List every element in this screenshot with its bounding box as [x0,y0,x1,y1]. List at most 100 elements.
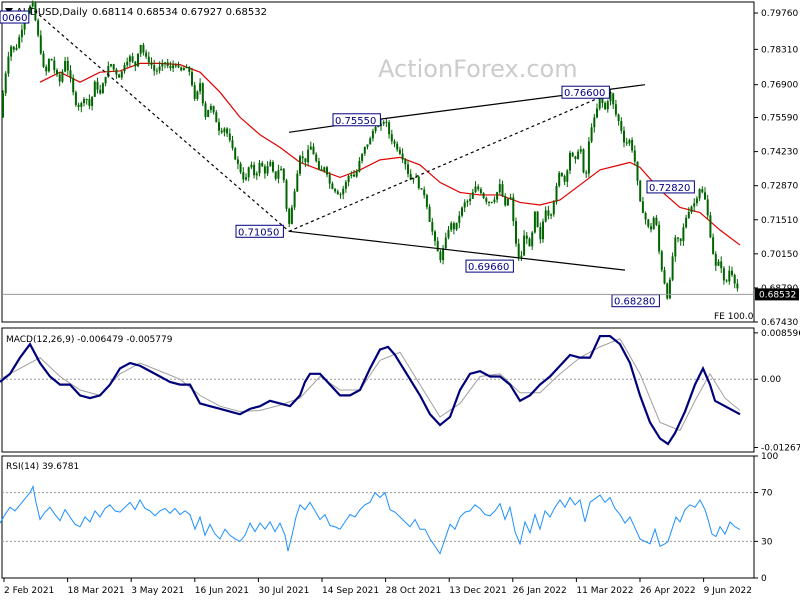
candle-body [236,159,239,164]
candle-body [415,176,418,178]
macd-title: MACD(12,26,9) -0.006479 -0.005779 [6,335,173,345]
price-tick-label: 0.72870 [761,182,798,192]
candle-body [18,37,21,48]
candle-body [712,237,715,254]
candle-body [536,211,539,228]
candle-body [501,184,504,197]
candle-body [123,65,126,72]
price-label-text: 0.68280 [614,297,655,308]
candle-body [23,19,26,30]
current-price-box [755,288,799,301]
candle-body [587,141,590,174]
candle-body [458,215,461,223]
candle-body [323,167,326,172]
candle-body [471,192,474,199]
candle-body [369,138,372,145]
candle-body [542,221,544,240]
price-tick-label: 0.79760 [761,9,798,19]
candle-body [539,227,542,240]
candle-body [571,152,574,157]
candle-body [80,103,83,107]
candle-body [374,126,377,132]
candle-body [693,203,696,207]
candle-body [42,53,45,67]
candle-body [58,74,61,82]
candle-body [150,62,153,66]
macd-tick-label: 0.00 [761,375,781,385]
candle-body [531,232,534,247]
candle-body [479,189,482,194]
candle-body [533,211,536,233]
candle-body [417,176,420,189]
candle-body [555,185,558,202]
x-tick-label: 13 Dec 2021 [449,586,507,596]
candle-body [110,64,112,67]
rsi-panel-frame [1,455,755,579]
candle-body [461,207,463,216]
candle-body [609,93,612,102]
candle-body [307,149,310,163]
candle-body [412,177,415,180]
candle-body [380,123,382,126]
candle-body [204,103,207,117]
candle-body [493,199,496,202]
candle-body [560,172,563,177]
candle-body [423,189,426,196]
candle-body [201,83,204,104]
rsi-tick-label: 30 [761,537,773,547]
x-tick-label: 3 May 2021 [131,586,184,596]
candle-body [88,99,91,106]
macd-panel-frame [1,327,755,453]
price-label-box [465,259,514,273]
macd-line [0,334,741,446]
candle-body [371,131,374,139]
candle-body [212,106,215,113]
candle-body [409,173,412,180]
candle-body [390,134,393,142]
candle-body [72,77,75,93]
x-tick-label: 2 Feb 2021 [4,586,54,596]
candle-body [720,261,723,269]
candle-body [520,255,523,258]
candle-body [647,219,650,227]
candle-body [706,199,709,216]
candle-body [126,61,129,66]
x-tick-label: 14 Sep 2021 [322,586,379,596]
candle-body [658,224,661,252]
candle-body [258,162,261,174]
candle-body [506,198,509,206]
candle-body [107,66,110,77]
candle-body [690,206,693,212]
price-label-box [646,180,695,194]
candle-body [574,156,577,159]
candle-body [563,176,566,182]
candle-body [191,71,193,86]
rsi-axis: 100 70 30 0 [754,452,778,584]
candle-body [447,229,450,238]
candle-body [169,65,172,69]
candle-body [172,65,175,69]
candle-body [488,201,490,203]
candle-body [404,159,407,165]
candle-body [641,201,644,214]
candle-body [566,170,569,182]
candle-body [166,62,169,66]
candle-body [223,128,226,133]
candle-body [606,101,609,110]
candle-body [628,139,631,144]
candle-body [228,133,231,141]
x-tick-label: 30 Jul 2021 [258,586,309,596]
price-label-text: 0.75550 [335,116,376,127]
candle-body [612,93,615,105]
candle-body [639,180,642,202]
candle-body [361,153,364,161]
candle-body [685,217,688,228]
candle-body [552,201,555,215]
candle-body [161,63,164,67]
candle-body [463,202,466,208]
candle-body [363,146,366,154]
candle-body [455,222,458,230]
candle-body [263,166,266,174]
candle-body [393,141,396,144]
